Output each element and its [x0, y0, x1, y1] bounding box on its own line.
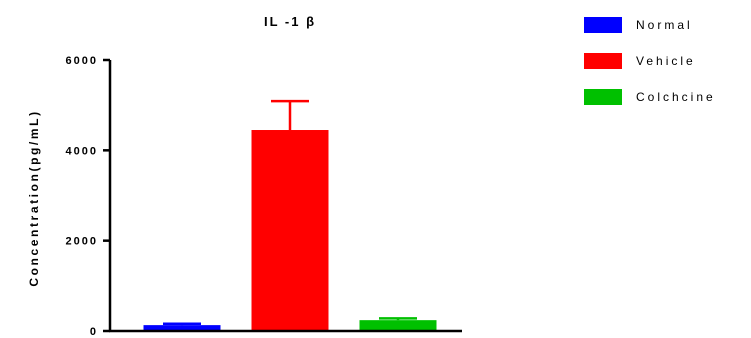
- legend-swatch-vehicle: [584, 53, 622, 69]
- bar-normal: [143, 325, 221, 331]
- legend-label-normal: Normal: [636, 18, 693, 32]
- y-tick-label: 0: [90, 326, 98, 338]
- y-tick-label: 2000: [66, 236, 98, 248]
- legend-swatch-normal: [584, 17, 622, 33]
- legend-label-colchcine: Colchcine: [636, 90, 716, 104]
- legend-swatch-colchcine: [584, 89, 622, 105]
- y-tick-label: 6000: [66, 55, 98, 67]
- chart-title: IL -1 β: [264, 14, 316, 29]
- bars: [143, 130, 437, 331]
- bar-vehicle: [251, 130, 329, 331]
- legend: Normal Vehicle Colchcine: [584, 17, 716, 105]
- y-tick-label: 4000: [66, 145, 98, 157]
- bar-colchcine: [359, 320, 437, 331]
- legend-label-vehicle: Vehicle: [636, 54, 696, 68]
- error-bars: [163, 99, 417, 326]
- y-axis-ticks: 0 2000 4000 6000: [66, 55, 110, 338]
- y-axis-label: Concentration(pg/mL): [27, 109, 41, 286]
